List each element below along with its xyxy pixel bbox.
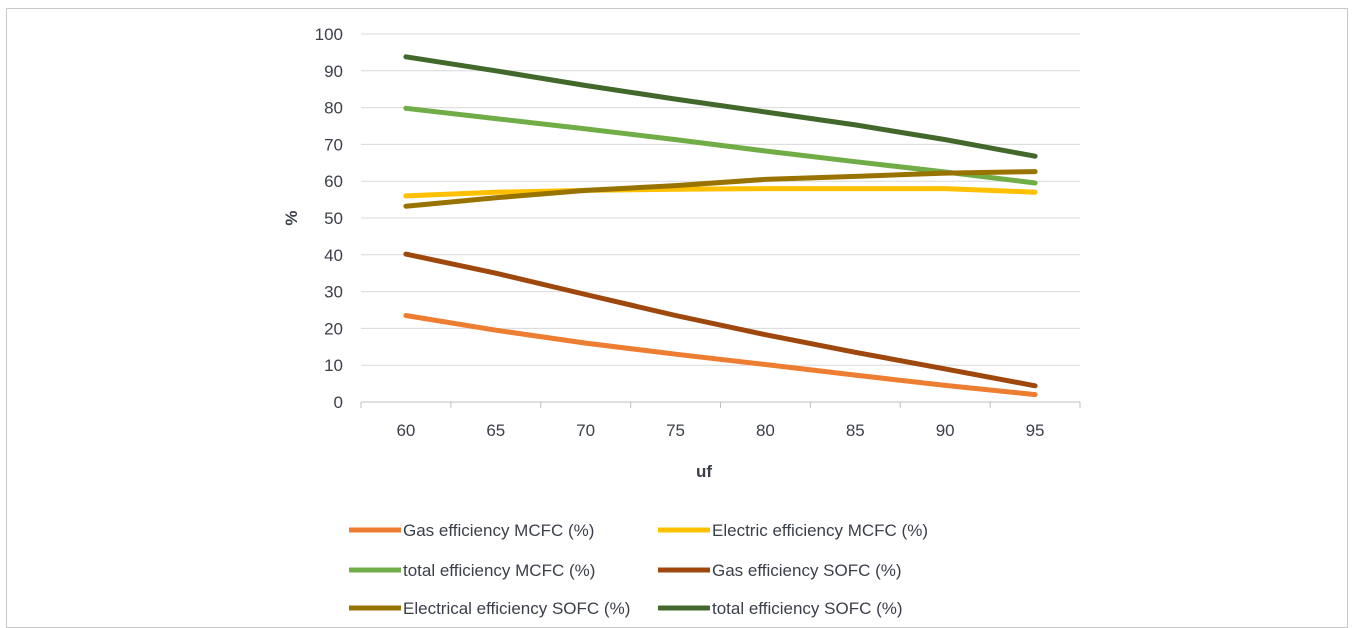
legend-label: Gas efficiency SOFC (%) bbox=[712, 561, 902, 580]
series-line bbox=[403, 251, 1038, 389]
x-tick-label: 95 bbox=[1026, 421, 1045, 440]
y-tick-label: 90 bbox=[324, 62, 343, 81]
series-line bbox=[403, 54, 1038, 159]
series-line bbox=[403, 169, 1038, 209]
y-tick-label: 10 bbox=[324, 356, 343, 375]
x-tick-label: 65 bbox=[486, 421, 505, 440]
series-line bbox=[403, 105, 1038, 186]
x-tick-label: 70 bbox=[576, 421, 595, 440]
legend-label: total efficiency MCFC (%) bbox=[403, 561, 595, 580]
x-axis: 60 65 70 75 80 85 90 95 bbox=[360, 401, 1081, 440]
x-tick-label: 60 bbox=[396, 421, 415, 440]
y-tick-label: 0 bbox=[334, 393, 343, 412]
y-tick-label: 60 bbox=[324, 172, 343, 191]
legend: Gas efficiency MCFC (%) Electric efficien… bbox=[349, 521, 928, 618]
x-tick-label: 80 bbox=[756, 421, 775, 440]
y-tick-label: 30 bbox=[324, 283, 343, 302]
series-line bbox=[403, 186, 1038, 199]
y-axis-ticks: 0 10 20 30 40 50 60 70 80 90 100 bbox=[315, 25, 343, 412]
x-tick-label: 85 bbox=[846, 421, 865, 440]
y-tick-label: 80 bbox=[324, 99, 343, 118]
y-axis-title: % bbox=[282, 210, 301, 225]
y-tick-label: 70 bbox=[324, 135, 343, 154]
y-tick-label: 50 bbox=[324, 209, 343, 228]
y-tick-label: 20 bbox=[324, 319, 343, 338]
legend-label: Electric efficiency MCFC (%) bbox=[712, 521, 928, 540]
x-tick-label: 75 bbox=[666, 421, 685, 440]
series-line bbox=[403, 313, 1038, 398]
legend-label: Electrical efficiency SOFC (%) bbox=[403, 599, 630, 618]
series-lines bbox=[403, 54, 1038, 398]
y-tick-label: 40 bbox=[324, 246, 343, 265]
legend-label: Gas efficiency MCFC (%) bbox=[403, 521, 594, 540]
y-tick-label: 100 bbox=[315, 25, 343, 44]
x-axis-title: uf bbox=[696, 462, 712, 481]
x-tick-label: 90 bbox=[936, 421, 955, 440]
legend-label: total efficiency SOFC (%) bbox=[712, 599, 903, 618]
